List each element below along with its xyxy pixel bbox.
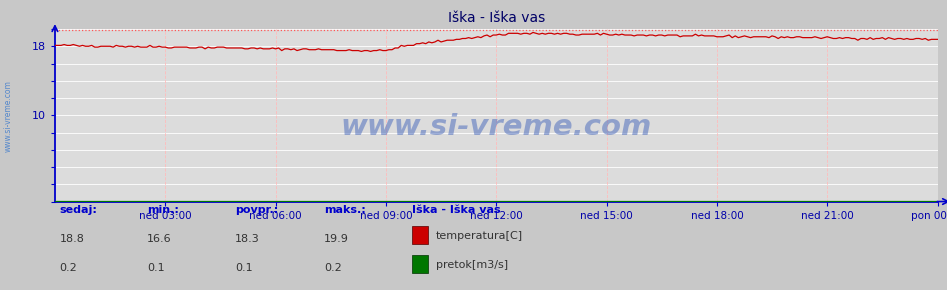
Text: temperatura[C]: temperatura[C] — [436, 231, 523, 241]
Text: 0.2: 0.2 — [324, 263, 342, 273]
Text: 18.3: 18.3 — [235, 234, 259, 244]
Text: 18.8: 18.8 — [60, 234, 84, 244]
Text: min.:: min.: — [147, 205, 179, 215]
Text: 16.6: 16.6 — [147, 234, 171, 244]
Text: maks.:: maks.: — [324, 205, 366, 215]
Title: Iška - Iška vas: Iška - Iška vas — [448, 11, 545, 25]
Text: www.si-vreme.com: www.si-vreme.com — [4, 80, 13, 152]
Text: sedaj:: sedaj: — [60, 205, 98, 215]
Text: pretok[m3/s]: pretok[m3/s] — [436, 260, 508, 270]
Text: 19.9: 19.9 — [324, 234, 348, 244]
Text: 0.1: 0.1 — [147, 263, 165, 273]
Text: povpr.:: povpr.: — [235, 205, 278, 215]
Text: 0.1: 0.1 — [235, 263, 253, 273]
Text: Iška - Iška vas: Iška - Iška vas — [412, 205, 501, 215]
Text: 0.2: 0.2 — [60, 263, 78, 273]
Text: www.si-vreme.com: www.si-vreme.com — [341, 113, 652, 141]
